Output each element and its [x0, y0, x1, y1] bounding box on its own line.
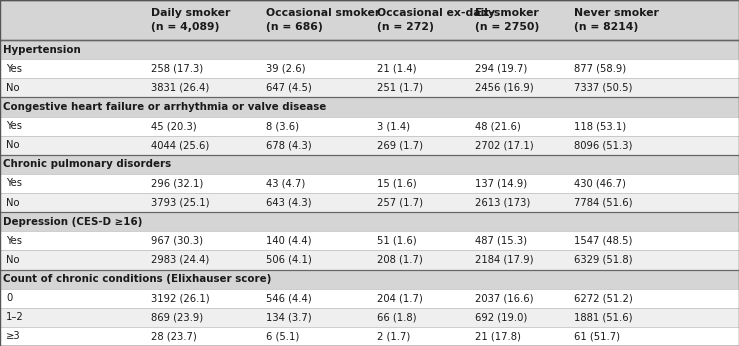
Text: No: No [6, 198, 19, 208]
Text: 137 (14.9): 137 (14.9) [475, 179, 528, 189]
Text: 4044 (25.6): 4044 (25.6) [151, 140, 210, 150]
Text: 546 (4.4): 546 (4.4) [266, 293, 312, 303]
Text: 1–2: 1–2 [6, 312, 24, 322]
Text: Chronic pulmonary disorders: Chronic pulmonary disorders [3, 160, 171, 169]
Text: 118 (53.1): 118 (53.1) [574, 121, 627, 131]
Text: 643 (4.3): 643 (4.3) [266, 198, 312, 208]
Text: 2037 (16.6): 2037 (16.6) [475, 293, 534, 303]
Text: 258 (17.3): 258 (17.3) [151, 64, 204, 74]
Text: Yes: Yes [6, 64, 22, 74]
Text: No: No [6, 255, 19, 265]
Text: Occasional smoker
(n = 686): Occasional smoker (n = 686) [266, 8, 381, 31]
Bar [0, 117, 739, 136]
Bar [0, 308, 739, 327]
Text: Daily smoker
(n = 4,089): Daily smoker (n = 4,089) [151, 8, 231, 31]
Text: Congestive heart failure or arrhythmia or valve disease: Congestive heart failure or arrhythmia o… [3, 102, 326, 112]
Text: 7337 (50.5): 7337 (50.5) [574, 83, 633, 93]
Text: 8096 (51.3): 8096 (51.3) [574, 140, 633, 150]
Bar [0, 251, 739, 270]
Text: Yes: Yes [6, 179, 22, 189]
Text: 1547 (48.5): 1547 (48.5) [574, 236, 633, 246]
Text: 39 (2.6): 39 (2.6) [266, 64, 305, 74]
Text: 2184 (17.9): 2184 (17.9) [475, 255, 534, 265]
Text: ≥3: ≥3 [6, 331, 21, 342]
Text: 48 (21.6): 48 (21.6) [475, 121, 521, 131]
Text: 1881 (51.6): 1881 (51.6) [574, 312, 633, 322]
Text: 487 (15.3): 487 (15.3) [475, 236, 527, 246]
Bar [0, 212, 739, 231]
Text: 204 (1.7): 204 (1.7) [377, 293, 423, 303]
Text: Never smoker
(n = 8214): Never smoker (n = 8214) [574, 8, 659, 31]
Text: 2 (1.7): 2 (1.7) [377, 331, 410, 342]
Bar [0, 155, 739, 174]
Text: 251 (1.7): 251 (1.7) [377, 83, 423, 93]
Text: 28 (23.7): 28 (23.7) [151, 331, 197, 342]
Text: No: No [6, 140, 19, 150]
Text: 2613 (173): 2613 (173) [475, 198, 531, 208]
Text: 15 (1.6): 15 (1.6) [377, 179, 417, 189]
Text: 869 (23.9): 869 (23.9) [151, 312, 204, 322]
Bar [0, 40, 739, 59]
Text: 6272 (51.2): 6272 (51.2) [574, 293, 633, 303]
Text: 257 (1.7): 257 (1.7) [377, 198, 423, 208]
Text: 134 (3.7): 134 (3.7) [266, 312, 312, 322]
Text: Depression (CES-D ≥16): Depression (CES-D ≥16) [3, 217, 143, 227]
Text: No: No [6, 83, 19, 93]
Text: 61 (51.7): 61 (51.7) [574, 331, 620, 342]
Text: 66 (1.8): 66 (1.8) [377, 312, 416, 322]
Text: 6 (5.1): 6 (5.1) [266, 331, 299, 342]
Bar [0, 0, 739, 40]
Text: 2702 (17.1): 2702 (17.1) [475, 140, 534, 150]
Text: 2983 (24.4): 2983 (24.4) [151, 255, 210, 265]
Text: 51 (1.6): 51 (1.6) [377, 236, 417, 246]
Text: 43 (4.7): 43 (4.7) [266, 179, 305, 189]
Bar [0, 193, 739, 212]
Text: 3793 (25.1): 3793 (25.1) [151, 198, 210, 208]
Text: 2456 (16.9): 2456 (16.9) [475, 83, 534, 93]
Text: 0: 0 [6, 293, 12, 303]
Text: 3831 (26.4): 3831 (26.4) [151, 83, 210, 93]
Bar [0, 136, 739, 155]
Bar [0, 289, 739, 308]
Text: 692 (19.0): 692 (19.0) [475, 312, 528, 322]
Text: 7784 (51.6): 7784 (51.6) [574, 198, 633, 208]
Text: 506 (4.1): 506 (4.1) [266, 255, 312, 265]
Text: 647 (4.5): 647 (4.5) [266, 83, 312, 93]
Text: Occasional ex-daily
(n = 272): Occasional ex-daily (n = 272) [377, 8, 495, 31]
Text: Count of chronic conditions (Elixhauser score): Count of chronic conditions (Elixhauser … [3, 274, 271, 284]
Bar [0, 327, 739, 346]
Text: 678 (4.3): 678 (4.3) [266, 140, 312, 150]
Bar [0, 59, 739, 78]
Text: Yes: Yes [6, 236, 22, 246]
Text: 269 (1.7): 269 (1.7) [377, 140, 423, 150]
Text: 6329 (51.8): 6329 (51.8) [574, 255, 633, 265]
Text: 967 (30.3): 967 (30.3) [151, 236, 203, 246]
Text: 21 (17.8): 21 (17.8) [475, 331, 521, 342]
Text: 3192 (26.1): 3192 (26.1) [151, 293, 210, 303]
Bar [0, 78, 739, 98]
Text: 8 (3.6): 8 (3.6) [266, 121, 299, 131]
Text: 294 (19.7): 294 (19.7) [475, 64, 528, 74]
Text: 21 (1.4): 21 (1.4) [377, 64, 416, 74]
Bar [0, 98, 739, 117]
Text: Yes: Yes [6, 121, 22, 131]
Text: 3 (1.4): 3 (1.4) [377, 121, 410, 131]
Text: 877 (58.9): 877 (58.9) [574, 64, 627, 74]
Text: Ex-smoker
(n = 2750): Ex-smoker (n = 2750) [475, 8, 539, 31]
Bar [0, 270, 739, 289]
Text: 430 (46.7): 430 (46.7) [574, 179, 626, 189]
Text: 296 (32.1): 296 (32.1) [151, 179, 204, 189]
Text: 140 (4.4): 140 (4.4) [266, 236, 312, 246]
Text: 45 (20.3): 45 (20.3) [151, 121, 197, 131]
Bar [0, 174, 739, 193]
Text: 208 (1.7): 208 (1.7) [377, 255, 423, 265]
Text: Hypertension: Hypertension [3, 45, 81, 55]
Bar [0, 231, 739, 251]
